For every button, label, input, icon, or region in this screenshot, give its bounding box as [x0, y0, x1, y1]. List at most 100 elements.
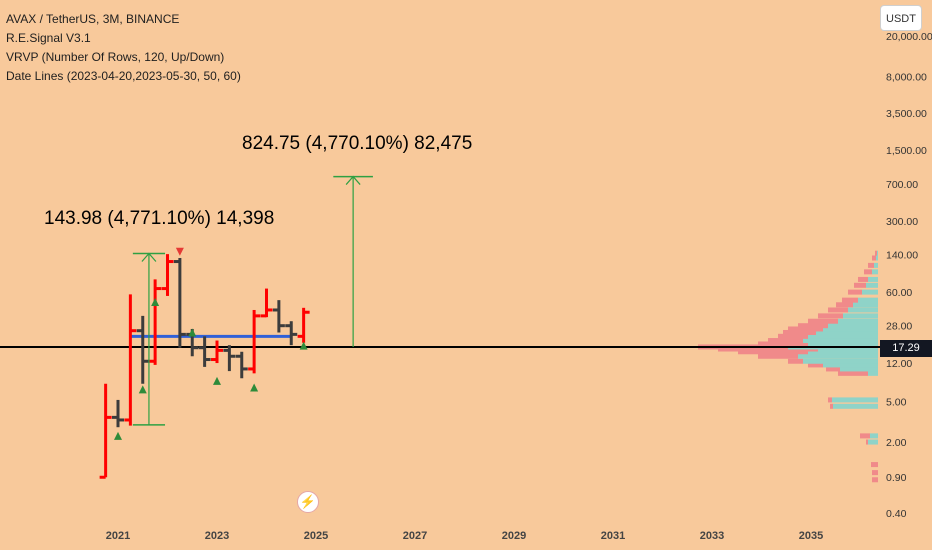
vp-row-up [828, 323, 878, 329]
chart-legend: AVAX / TetherUS, 3M, BINANCE R.E.Signal … [6, 10, 241, 86]
y-axis-tick-label: 1,500.00 [886, 145, 927, 157]
ohlc-bar [248, 309, 261, 374]
vp-row-down [830, 403, 833, 409]
buy-signal-marker [250, 383, 259, 392]
y-axis-tick-label: 5.00 [886, 397, 907, 409]
ohlc-bar [112, 399, 124, 428]
y-axis-tick-label: 0.40 [886, 508, 907, 520]
buy-signal-marker [299, 341, 308, 350]
sell-signal-marker [175, 247, 184, 256]
vp-row-down [788, 326, 823, 332]
buy-signal-marker [114, 431, 122, 440]
ohlc-bar [297, 307, 310, 343]
vp-row-down [818, 313, 843, 319]
vp-row-down [858, 276, 868, 282]
buy-signal-marker [213, 376, 221, 385]
measure-arrow [345, 175, 361, 185]
measure-tools [132, 175, 373, 426]
measure-tool [132, 252, 166, 426]
y-axis-tick-label: 20,000.00 [886, 31, 932, 43]
ohlc-bar [173, 258, 186, 348]
y-axis-tick-label: 8,000.00 [886, 71, 927, 83]
x-axis-tick-label: 2021 [106, 530, 130, 542]
vp-row-down [738, 349, 808, 355]
vp-row-up [853, 302, 878, 308]
vp-row-down [808, 318, 838, 324]
measure-label-1: 143.98 (4,771.10%) 14,398 [44, 208, 275, 229]
vp-row-up [868, 370, 878, 376]
indicator-resignal[interactable]: R.E.Signal V3.1 [6, 31, 91, 45]
vp-row-down [864, 269, 872, 275]
vp-row-down [860, 433, 870, 439]
volume-profile [698, 250, 878, 483]
y-axis-tick-label: 140.00 [886, 250, 918, 262]
vp-row-up [808, 333, 878, 339]
vp-row-up [840, 366, 878, 372]
vp-row-down [854, 282, 866, 288]
vp-row-down [868, 262, 874, 268]
lightning-icon[interactable]: ⚡ [297, 491, 319, 513]
x-axis-tick-label: 2035 [799, 530, 823, 542]
vp-row-down [848, 289, 862, 295]
vp-row-up [823, 326, 878, 332]
vp-row-up [862, 289, 878, 295]
ohlc-bar [161, 254, 174, 296]
y-axis-tick-label: 0.90 [886, 472, 907, 484]
indicator-vrvp[interactable]: VRVP (Number Of Rows, 120, Up/Down) [6, 50, 225, 64]
buy-signal-marker [151, 297, 160, 306]
vp-row-down [838, 370, 868, 376]
measure-arrow [141, 252, 157, 262]
vp-row-up [866, 282, 878, 288]
currency-button[interactable]: USDT [880, 5, 922, 31]
buy-signal-marker [138, 385, 147, 394]
vp-row-up [874, 262, 878, 268]
vp-row-up [808, 349, 878, 355]
buy-signal-marker [188, 328, 197, 337]
time-axis: 2021 2023 2025 2027 2029 2031 2033 2035 [106, 530, 823, 542]
vp-row-up [872, 269, 878, 275]
vp-row-up [803, 358, 878, 364]
vp-row-down [768, 338, 803, 344]
x-axis-tick-label: 2027 [403, 530, 427, 542]
ohlc-bar [285, 321, 298, 346]
vp-row-down [872, 255, 876, 261]
y-axis-tick-label: 12.00 [886, 358, 912, 370]
vp-row-down [871, 462, 878, 468]
measure-label-2: 824.75 (4,770.10%) 82,475 [242, 133, 473, 154]
vp-row-down [798, 323, 828, 329]
vp-row-up [808, 341, 878, 347]
vp-row-down [875, 250, 877, 256]
ohlc-bar [223, 345, 236, 372]
vp-row-up [868, 276, 878, 282]
vp-row-down [872, 470, 878, 476]
symbol-title[interactable]: AVAX / TetherUS, 3M, BINANCE [6, 12, 180, 26]
vp-row-down [872, 477, 878, 483]
indicator-date-lines[interactable]: Date Lines (2023-04-20,2023-05-30, 50, 6… [6, 69, 241, 83]
signal-markers [114, 247, 308, 440]
ohlc-bar [136, 315, 149, 384]
ohlc-bar [272, 300, 285, 333]
y-axis-tick-label: 2.00 [886, 437, 907, 449]
vp-row-down [758, 341, 808, 347]
vp-row-up [832, 397, 878, 403]
vp-row-up [843, 313, 878, 319]
y-axis-tick-label: 60.00 [886, 287, 912, 299]
vp-row-up [870, 433, 878, 439]
vp-row-down [808, 362, 823, 368]
vp-row-up [868, 439, 878, 445]
x-axis-tick-label: 2025 [304, 530, 328, 542]
ohlc-bar [260, 288, 273, 318]
x-axis-tick-label: 2023 [205, 530, 229, 542]
measure-tool [333, 175, 373, 347]
ohlc-bar [99, 383, 112, 479]
ohlc-bar [124, 294, 137, 426]
ohlc-bars [99, 254, 310, 479]
x-axis-tick-label: 2033 [700, 530, 724, 542]
y-axis-tick-label: 700.00 [886, 179, 918, 191]
vp-row-down [866, 439, 868, 445]
vp-row-up [816, 329, 878, 335]
ohlc-bar [149, 279, 162, 365]
y-axis-tick-label: 28.00 [886, 321, 912, 333]
y-axis-tick-label: 3,500.00 [886, 108, 927, 120]
